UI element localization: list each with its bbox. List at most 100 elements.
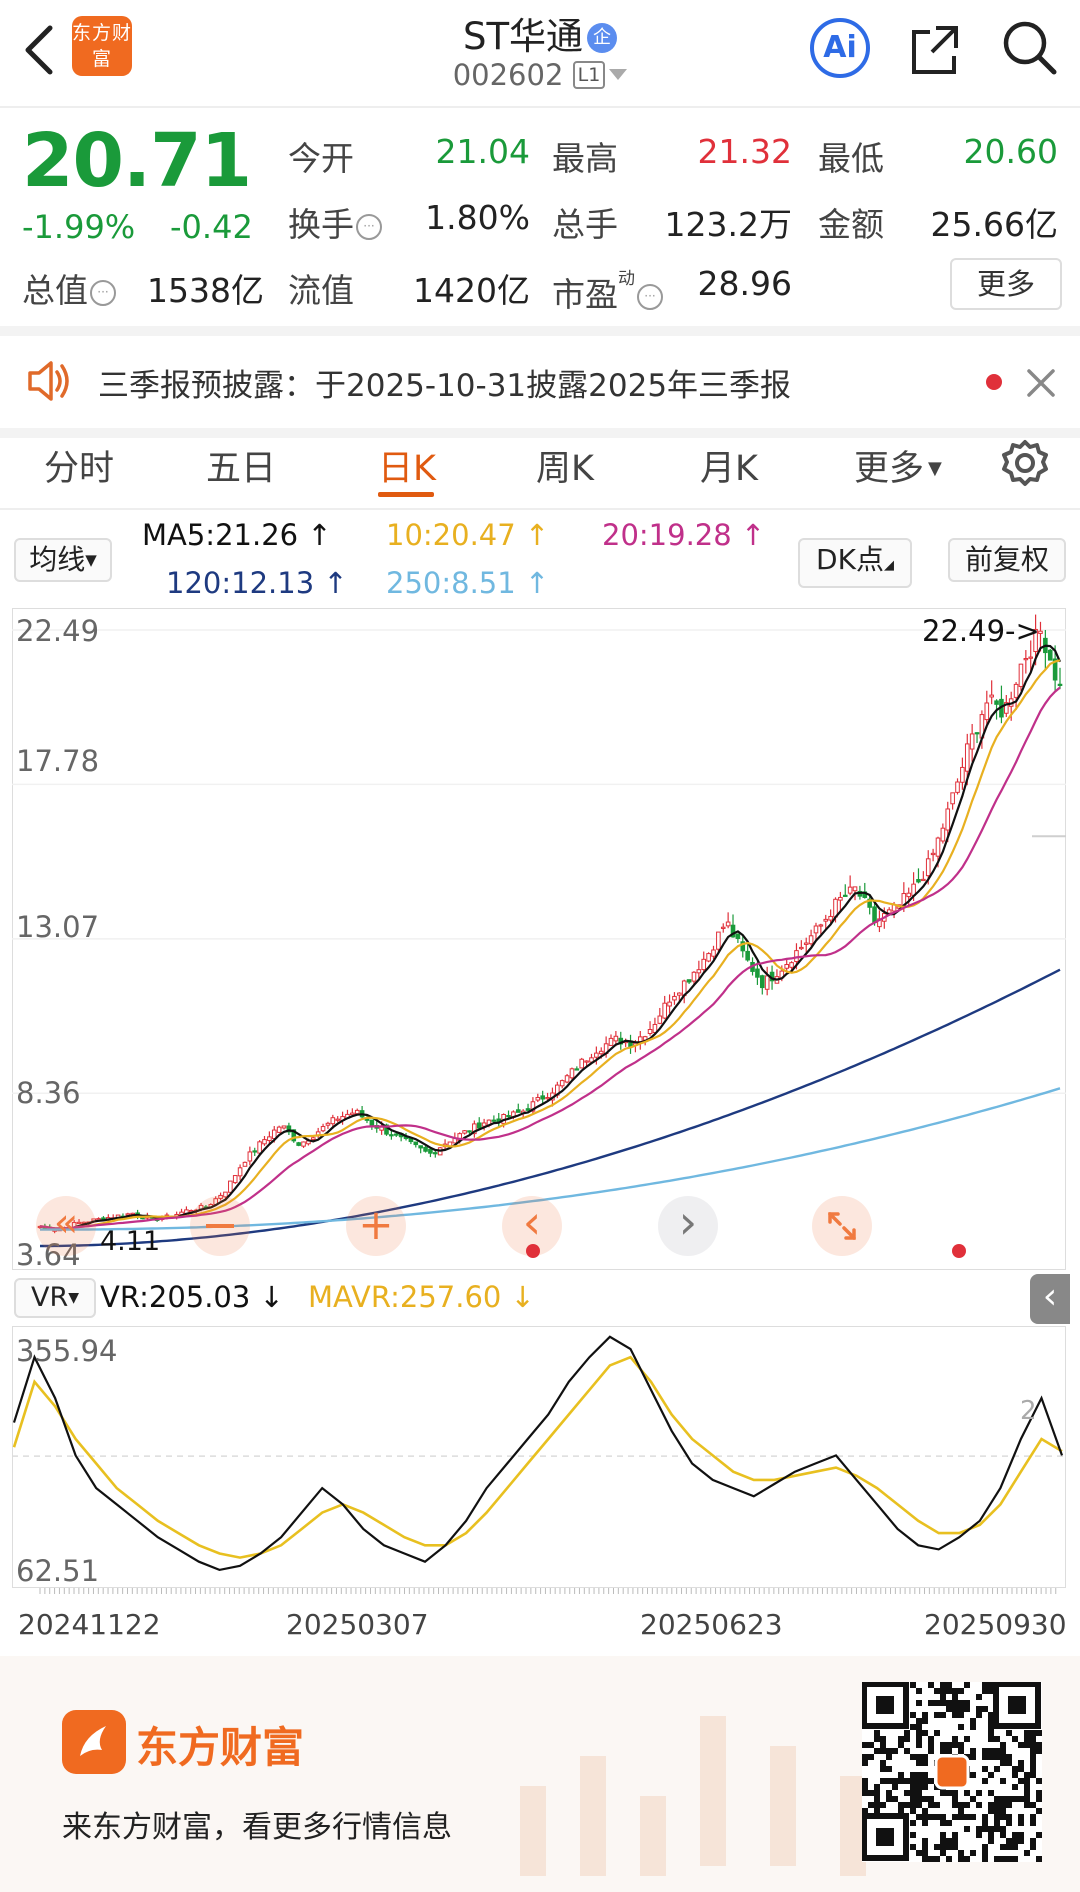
qr-module xyxy=(922,1772,928,1778)
qr-code[interactable] xyxy=(862,1682,1042,1862)
qr-module xyxy=(952,1790,958,1796)
more-quote-button[interactable]: 更多 xyxy=(950,258,1062,310)
qr-module xyxy=(940,1700,946,1706)
share-icon[interactable] xyxy=(908,18,964,78)
candle-body xyxy=(598,1050,604,1055)
kline-chart[interactable] xyxy=(12,608,1066,1270)
info-icon[interactable]: ··· xyxy=(637,284,663,310)
candle-body xyxy=(228,1180,233,1193)
qr-module xyxy=(994,1808,1000,1814)
zoom-out-button[interactable] xyxy=(190,1196,250,1256)
candles xyxy=(37,614,1063,1234)
candle-body xyxy=(847,886,853,894)
candle-body xyxy=(281,1125,287,1129)
qr-module xyxy=(1036,1832,1042,1838)
collapse-panel-button[interactable]: ‹ xyxy=(1030,1274,1070,1324)
qr-module xyxy=(910,1784,916,1790)
event-dot[interactable] xyxy=(526,1244,540,1258)
ma-selector[interactable]: 均线▼ xyxy=(14,538,112,582)
back-icon[interactable] xyxy=(18,20,58,80)
promo-footer[interactable]: 东方财富 来东方财富，看更多行情信息 xyxy=(0,1656,1080,1892)
amount-label: 金额 xyxy=(818,205,884,244)
ai-icon[interactable]: Ai xyxy=(810,18,870,78)
qr-module xyxy=(880,1766,886,1772)
qr-module xyxy=(1012,1856,1018,1862)
tab-monthly-k[interactable]: 月K xyxy=(700,449,758,489)
adjust-button[interactable]: 前复权 xyxy=(948,538,1066,582)
qr-module xyxy=(964,1814,970,1820)
qr-module xyxy=(1030,1814,1036,1820)
zoom-in-button[interactable]: + xyxy=(346,1196,406,1256)
vr-line xyxy=(12,1335,1064,1572)
scroll-right-button[interactable]: › xyxy=(658,1196,718,1256)
qr-module xyxy=(1018,1742,1024,1748)
info-icon[interactable]: ··· xyxy=(356,214,382,240)
search-icon[interactable] xyxy=(998,16,1060,78)
qr-module xyxy=(976,1706,982,1712)
qr-module xyxy=(994,1736,1000,1742)
tab-more[interactable]: 更多 ▼ xyxy=(854,449,942,489)
tab-weekly-k[interactable]: 周K xyxy=(536,449,594,489)
close-icon[interactable] xyxy=(1024,366,1058,400)
app-logo[interactable]: 东方财富 xyxy=(72,16,132,76)
ma5-value: MA5:21.26 ↑ xyxy=(142,518,332,552)
candle-body xyxy=(384,1124,389,1135)
vr-chart[interactable] xyxy=(12,1326,1066,1588)
candle-body xyxy=(545,1097,550,1100)
qr-module xyxy=(940,1694,946,1700)
ma5-line xyxy=(39,644,1062,1231)
qr-module xyxy=(958,1688,964,1694)
total-cap-value: 1538亿 xyxy=(147,271,264,310)
candle-body xyxy=(852,886,858,892)
qr-module xyxy=(916,1802,922,1808)
tab-five-day[interactable]: 五日 xyxy=(206,449,277,489)
qr-module xyxy=(976,1802,982,1808)
x-date: 20241122 xyxy=(18,1608,161,1641)
qr-module xyxy=(970,1796,976,1802)
qr-module xyxy=(1000,1814,1006,1820)
candle-body xyxy=(677,992,682,996)
qr-module xyxy=(994,1754,1000,1760)
qr-module xyxy=(1000,1742,1006,1748)
candle-body xyxy=(955,781,960,793)
candle-body xyxy=(984,702,990,721)
qr-module xyxy=(1000,1796,1006,1802)
y-tick: 22.49 xyxy=(16,614,100,648)
qr-module xyxy=(928,1802,934,1808)
qr-module xyxy=(904,1790,910,1796)
dk-point-button[interactable]: DK点◢ xyxy=(798,538,912,588)
qr-module xyxy=(1006,1802,1012,1808)
qr-module xyxy=(994,1856,1000,1862)
candle-body xyxy=(823,918,829,922)
x-date: 20250930 xyxy=(924,1608,1067,1641)
indicator-selector[interactable]: VR▼ xyxy=(14,1278,96,1318)
qr-module xyxy=(940,1712,946,1718)
candle-body xyxy=(662,1002,667,1019)
settings-icon[interactable] xyxy=(1000,438,1050,488)
vr-chart-frame[interactable] xyxy=(12,1326,1066,1588)
qr-module xyxy=(922,1760,928,1766)
notice-text[interactable]: 三季报预披露：于2025-10-31披露2025年三季报 xyxy=(98,368,792,404)
tab-daily-k[interactable]: 日K xyxy=(378,449,436,489)
candle-body xyxy=(716,931,721,950)
info-icon[interactable]: ··· xyxy=(90,280,116,306)
fullscreen-button[interactable] xyxy=(812,1196,872,1256)
tab-intraday[interactable]: 分时 xyxy=(44,449,115,489)
qr-module xyxy=(1006,1856,1012,1862)
event-dot[interactable] xyxy=(952,1244,966,1258)
scroll-start-button[interactable]: « xyxy=(36,1196,96,1256)
qr-module xyxy=(940,1832,946,1838)
turnover-label: 换手 ··· xyxy=(288,198,382,246)
stock-code-selector[interactable]: 002602 L1 xyxy=(0,58,1080,92)
qr-module xyxy=(880,1736,886,1742)
qr-module xyxy=(994,1820,1000,1826)
qr-module xyxy=(868,1790,874,1796)
qr-module xyxy=(1018,1766,1024,1772)
candle-body xyxy=(296,1142,301,1146)
pe-value: 28.96 xyxy=(697,264,792,303)
speaker-icon xyxy=(28,361,69,401)
divider xyxy=(0,508,1080,510)
notice-bar[interactable]: 三季报预披露：于2025-10-31披露2025年三季报 xyxy=(0,326,1080,438)
qr-module xyxy=(982,1688,988,1694)
qr-module xyxy=(976,1826,982,1832)
